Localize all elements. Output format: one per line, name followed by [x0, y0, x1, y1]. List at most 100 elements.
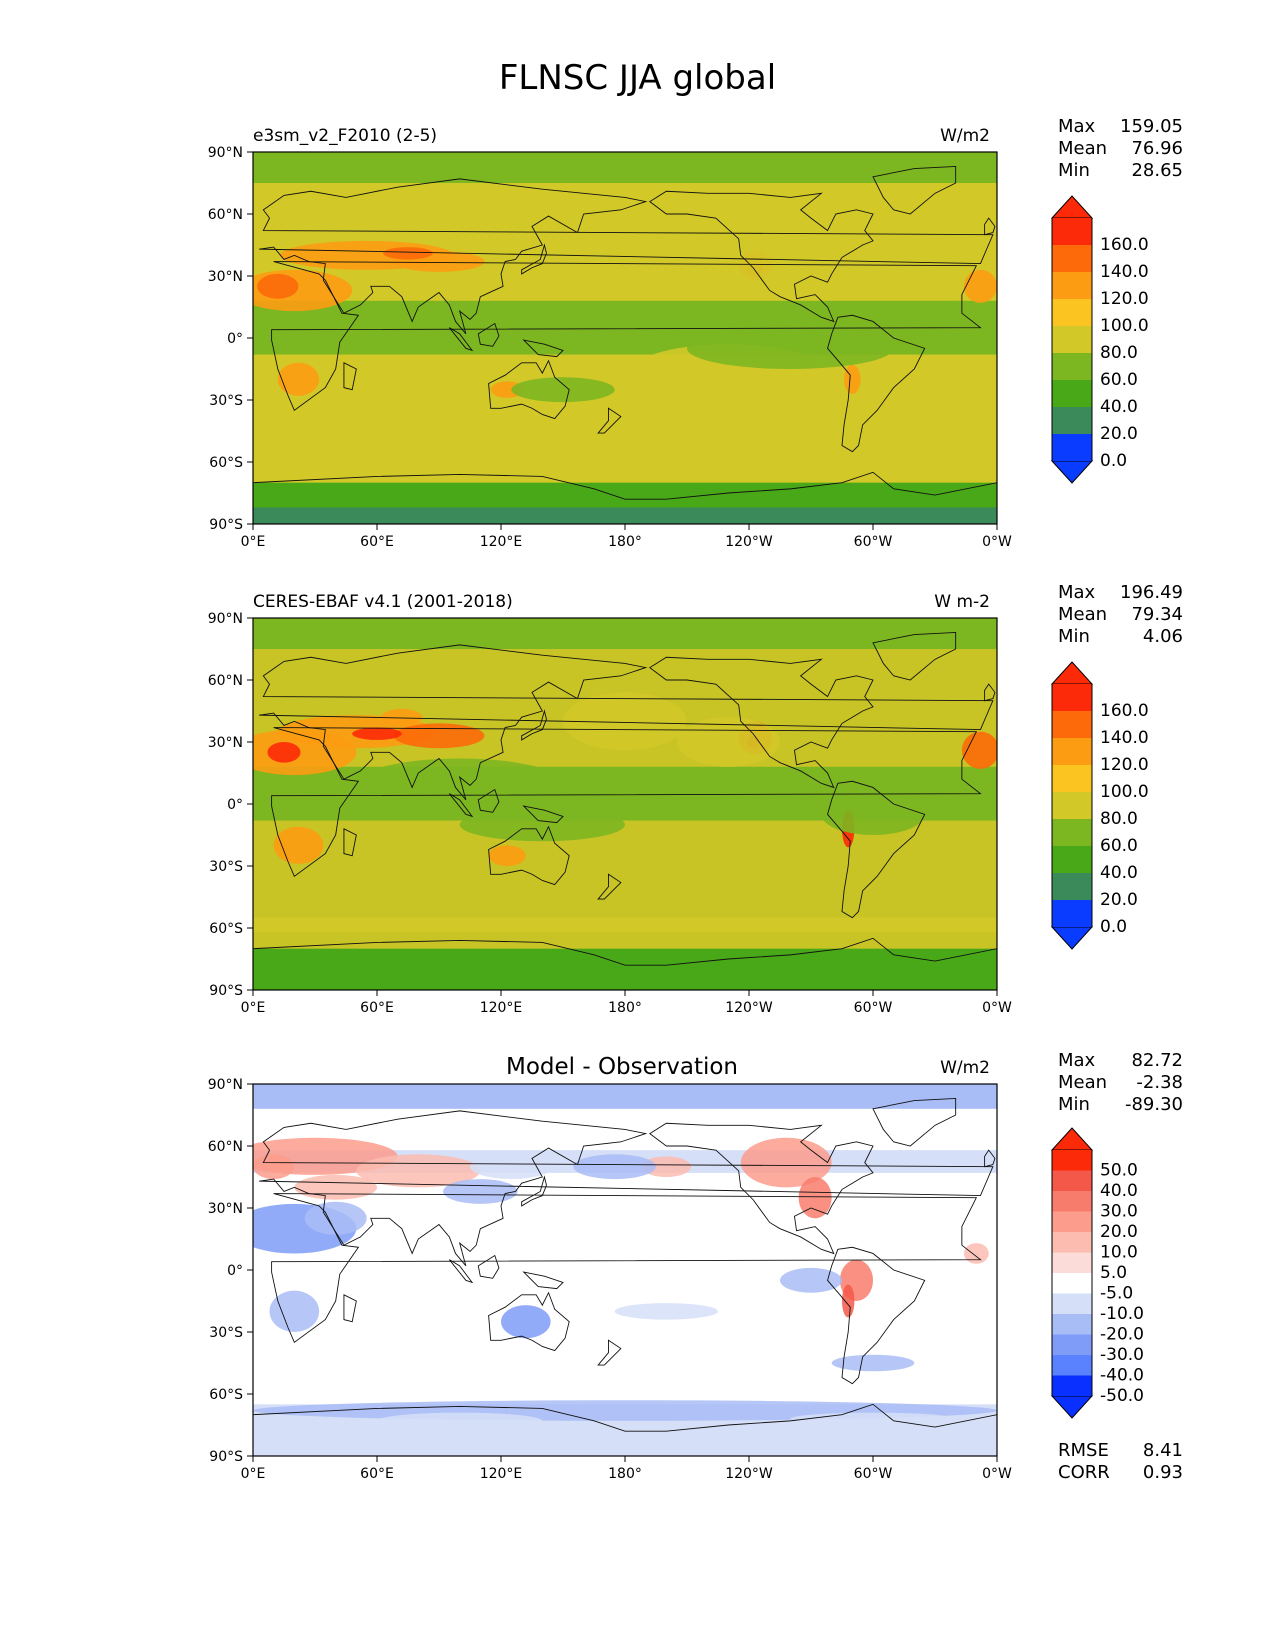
lat-tick-label: 30°S: [209, 859, 243, 875]
lat-tick-label: 90°N: [208, 611, 243, 627]
field-band: [253, 507, 997, 524]
model-map: [252, 151, 998, 525]
stats-box: Max 196.49 Mean 79.34 Min 4.06: [1058, 582, 1183, 648]
colorbar-tick-label: 140.0: [1100, 728, 1149, 748]
field-blob: [277, 362, 320, 396]
colorbar-extend-max: [1050, 195, 1094, 219]
colorbar-segment: [1052, 380, 1092, 407]
lon-tick-label: 120°W: [725, 534, 773, 548]
field-band: [253, 451, 997, 467]
lat-tick-label: 30°S: [209, 1325, 243, 1341]
field-blob: [831, 1354, 915, 1372]
coastline-samerica: [827, 1246, 926, 1385]
colorbar-segment: [1052, 1375, 1092, 1396]
stat-value: 4.06: [1142, 626, 1183, 647]
lat-tick-label: 90°S: [209, 517, 243, 533]
stat-label: Mean: [1058, 138, 1108, 159]
lat-tick-label: 30°N: [208, 1201, 243, 1217]
colorbar: 160.0 140.0 120.0 100.0 80.0 60.0 40.0 20.0 0.0: [1050, 661, 1149, 950]
lon-tick-label: 0°E: [241, 534, 266, 548]
colorbar-segment: [1052, 1232, 1092, 1253]
field-blob: [563, 236, 687, 295]
coastline-samerica: [827, 314, 926, 453]
colorbar-segment: [1052, 1293, 1092, 1314]
coastline-sumatra: [448, 327, 474, 352]
stat-value: -89.30: [1124, 1094, 1183, 1115]
lat-tick-label: 60°N: [208, 1139, 243, 1155]
field-blob: [676, 717, 780, 767]
colorbar-tick-label: 40.0: [1100, 397, 1138, 417]
colorbar-tick-label: 30.0: [1100, 1202, 1138, 1222]
lon-tick-label: 0°W: [982, 1466, 1012, 1480]
colorbar-segment: [1052, 218, 1092, 245]
panel-units: W m-2: [934, 592, 990, 612]
panel-units: W/m2: [940, 126, 990, 146]
field-band: [253, 917, 997, 933]
colorbar-extend-max: [1050, 1127, 1094, 1151]
colorbar-segment: [1052, 819, 1092, 846]
colorbar-segment: [1052, 326, 1092, 353]
ocean-field: [253, 1084, 997, 1456]
stat-value: 159.05: [1120, 116, 1183, 137]
lon-tick-label: 0°W: [982, 534, 1012, 548]
field-blob: [842, 1284, 855, 1318]
lon-tick-label: 120°E: [480, 1000, 523, 1014]
coastline-uk: [984, 1149, 996, 1168]
colorbar-tick-label: -10.0: [1100, 1304, 1144, 1324]
lon-tick-label: 180°: [608, 1000, 642, 1014]
field-blob: [393, 723, 485, 749]
coastline-newguinea: [522, 339, 564, 358]
field-blob: [821, 793, 925, 835]
map-axes: 90°N 60°N 30°N 0° 30°S 60°S 90°S0°E 60°E 120°E 18…: [208, 1077, 1012, 1480]
lon-tick-label: 120°W: [725, 1466, 773, 1480]
field-blob: [924, 300, 987, 334]
colorbar-segment: [1052, 1170, 1092, 1191]
field-blob: [381, 708, 423, 726]
coastline-japan: [521, 1175, 547, 1207]
colorbar-tick-label: 80.0: [1100, 809, 1138, 829]
stat-value: 76.96: [1131, 138, 1183, 159]
field-blob: [443, 1179, 518, 1204]
colorbar-tick-label: 160.0: [1100, 235, 1149, 255]
lat-tick-label: 0°: [227, 331, 243, 347]
coastline-sumatra: [448, 793, 474, 818]
metric-label: RMSE: [1058, 1440, 1109, 1461]
field-blob: [267, 742, 301, 763]
stats-box: Max 159.05 Mean 76.96 Min 28.65: [1058, 116, 1183, 182]
figure-title: FLNSC JJA global: [498, 58, 777, 98]
colorbar-segment: [1052, 873, 1092, 900]
field-blob: [253, 1154, 295, 1180]
colorbar-segment: [1052, 407, 1092, 434]
lon-tick-label: 0°E: [241, 1000, 266, 1014]
lat-tick-label: 60°N: [208, 207, 243, 223]
lat-tick-label: 60°S: [209, 921, 243, 937]
colorbar-border: [1051, 684, 1093, 927]
colorbar-tick-label: 20.0: [1100, 890, 1138, 910]
coastline-borneo: [477, 1254, 500, 1279]
colorbar-tick-label: 120.0: [1100, 755, 1149, 775]
colorbar-tick-label: 140.0: [1100, 262, 1149, 282]
colorbar-segment: [1052, 846, 1092, 873]
field-blob: [383, 247, 433, 260]
field-blob: [740, 1137, 832, 1188]
stat-label: Max: [1058, 582, 1096, 603]
obs-map: [252, 617, 998, 991]
coastline-antarctica: [253, 937, 997, 990]
colorbar-tick-label: -50.0: [1100, 1386, 1144, 1406]
field-band: [253, 152, 997, 183]
stat-value: -2.38: [1136, 1072, 1183, 1093]
diff-map: [252, 1083, 998, 1457]
colorbar-tick-label: 20.0: [1100, 424, 1138, 444]
coastline-namerica: [649, 190, 874, 323]
stat-label: Min: [1058, 1094, 1090, 1115]
lon-tick-label: 180°: [608, 534, 642, 548]
field-blob: [790, 1412, 956, 1425]
lon-tick-label: 120°W: [725, 1000, 773, 1014]
coastline-madagascar: [343, 362, 357, 391]
coastline-australia: [488, 359, 570, 420]
stat-label: Mean: [1058, 604, 1108, 625]
colorbar-segment: [1052, 765, 1092, 792]
field-blob: [687, 327, 894, 369]
coastline-australia: [488, 1291, 570, 1352]
field-blob: [844, 364, 861, 394]
